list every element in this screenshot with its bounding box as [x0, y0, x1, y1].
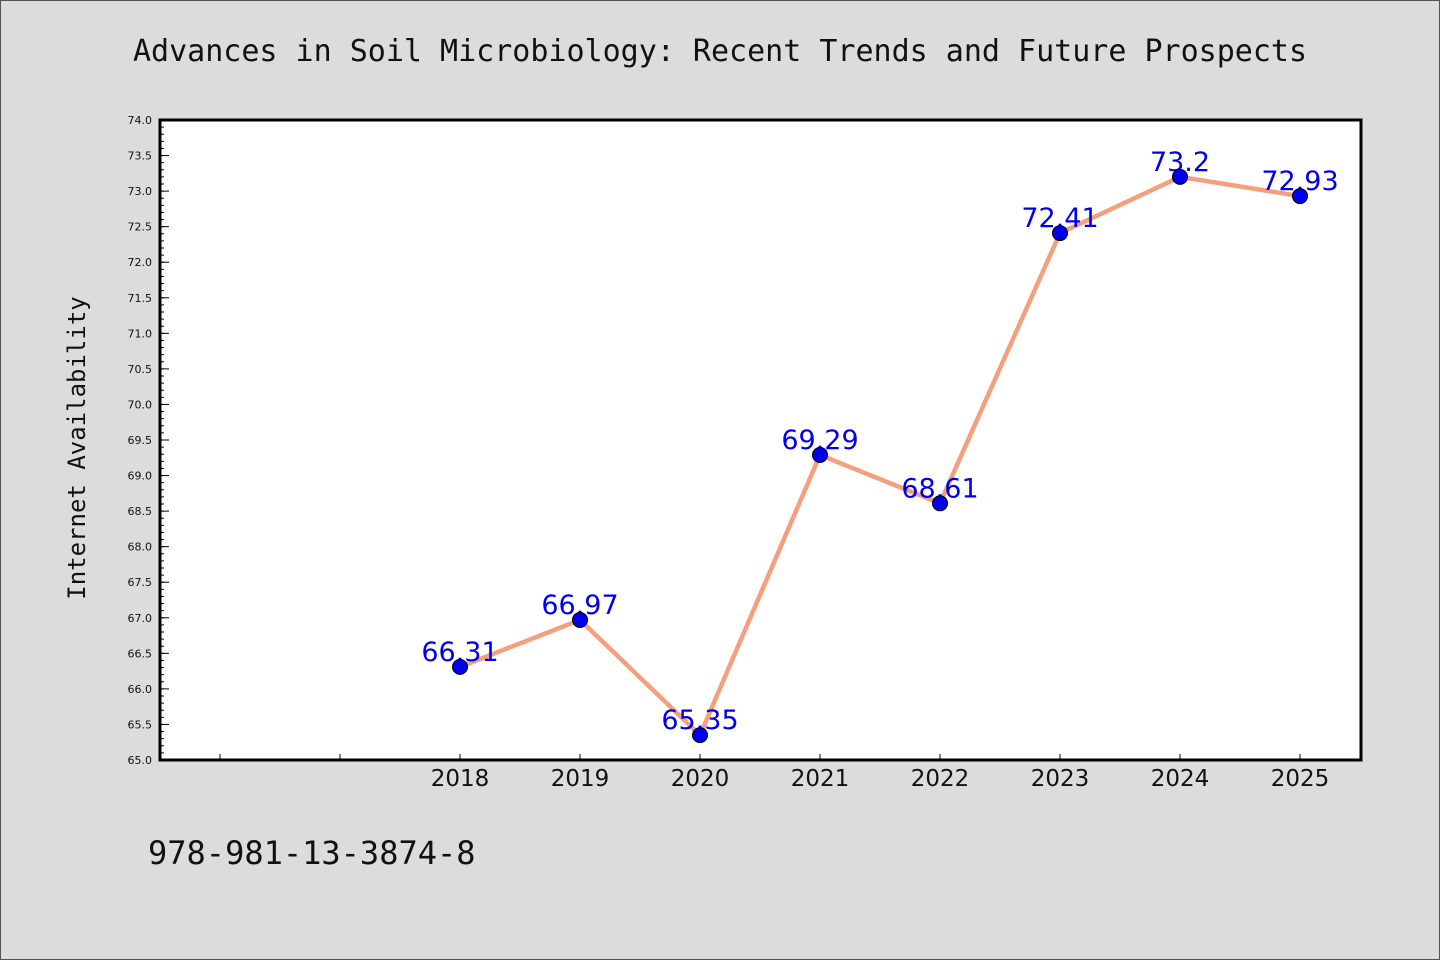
data-point	[1172, 168, 1188, 185]
y-tick-label: 68.5	[128, 505, 153, 518]
x-tick-label: 2021	[791, 766, 850, 792]
data-point	[452, 658, 468, 675]
x-tick-label: 2025	[1271, 766, 1330, 792]
x-tick-label: 2018	[431, 766, 490, 792]
y-tick-label: 67.0	[128, 612, 153, 625]
chart-title: Advances in Soil Microbiology: Recent Tr…	[133, 34, 1307, 69]
data-point	[812, 446, 828, 463]
plot-area	[158, 118, 1363, 762]
isbn-text: 978-981-13-3874-8	[148, 834, 476, 872]
y-tick-label: 65.0	[128, 754, 153, 767]
y-axis: 65.0 65.5 66.0 66.5 67.0 67.5 68.0 68.5 69.0 69.5…	[128, 114, 169, 767]
x-axis: 2018 2019 2020 2021 2022 2023 2024 2025	[219, 754, 1330, 792]
y-tick-label: 73.5	[128, 150, 153, 163]
y-tick-label: 69.5	[128, 434, 153, 447]
data-point	[1292, 188, 1308, 205]
y-tick-label: 72.5	[128, 221, 153, 234]
y-tick-label: 65.5	[128, 718, 153, 731]
y-tick-label: 67.5	[128, 576, 153, 589]
data-point	[572, 611, 588, 628]
x-tick-label: 2023	[1031, 766, 1090, 792]
x-tick-label: 2020	[671, 766, 730, 792]
x-tick-label: 2024	[1151, 766, 1210, 792]
x-tick-label: 2022	[911, 766, 970, 792]
series-line	[459, 174, 1301, 739]
y-tick-label: 71.5	[128, 292, 153, 305]
x-tick-label: 2019	[551, 766, 610, 792]
y-tick-label: 72.0	[128, 256, 153, 269]
y-tick-label: 66.0	[128, 683, 153, 696]
y-tick-label: 70.0	[128, 398, 153, 411]
y-tick-label: 74.0	[128, 114, 153, 127]
y-tick-label: 68.0	[128, 541, 153, 554]
y-tick-label: 66.5	[128, 647, 153, 660]
y-tick-label: 73.0	[128, 185, 153, 198]
data-point	[1052, 225, 1068, 242]
data-point	[692, 727, 708, 744]
data-point	[932, 495, 948, 512]
y-tick-label: 69.0	[128, 470, 153, 483]
y-tick-label: 70.5	[128, 363, 153, 376]
y-tick-label: 71.0	[128, 327, 153, 340]
